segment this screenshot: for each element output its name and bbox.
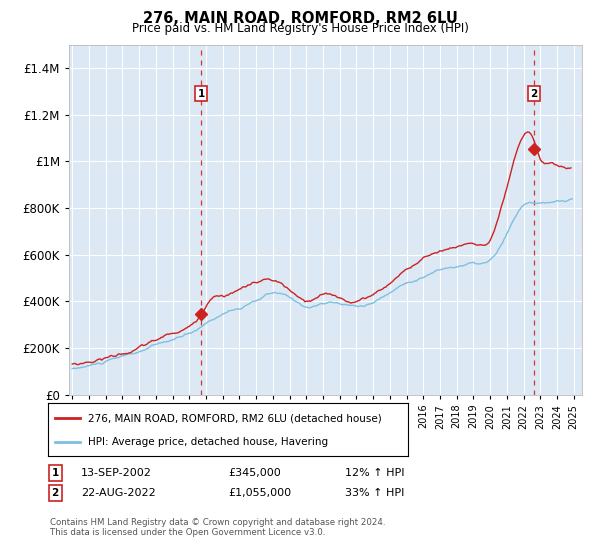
Text: HPI: Average price, detached house, Havering: HPI: Average price, detached house, Have… (88, 436, 328, 446)
Text: £1,055,000: £1,055,000 (228, 488, 291, 498)
Text: 276, MAIN ROAD, ROMFORD, RM2 6LU (detached house): 276, MAIN ROAD, ROMFORD, RM2 6LU (detach… (88, 413, 382, 423)
Text: £345,000: £345,000 (228, 468, 281, 478)
Text: 1: 1 (52, 468, 59, 478)
Text: Contains HM Land Registry data © Crown copyright and database right 2024.
This d: Contains HM Land Registry data © Crown c… (50, 518, 385, 538)
Text: 2: 2 (530, 89, 538, 99)
Text: 276, MAIN ROAD, ROMFORD, RM2 6LU: 276, MAIN ROAD, ROMFORD, RM2 6LU (143, 11, 457, 26)
Text: Price paid vs. HM Land Registry's House Price Index (HPI): Price paid vs. HM Land Registry's House … (131, 22, 469, 35)
Text: 12% ↑ HPI: 12% ↑ HPI (345, 468, 404, 478)
Text: 13-SEP-2002: 13-SEP-2002 (81, 468, 152, 478)
Text: 2: 2 (52, 488, 59, 498)
Text: 22-AUG-2022: 22-AUG-2022 (81, 488, 156, 498)
Text: 33% ↑ HPI: 33% ↑ HPI (345, 488, 404, 498)
Text: 1: 1 (197, 89, 205, 99)
